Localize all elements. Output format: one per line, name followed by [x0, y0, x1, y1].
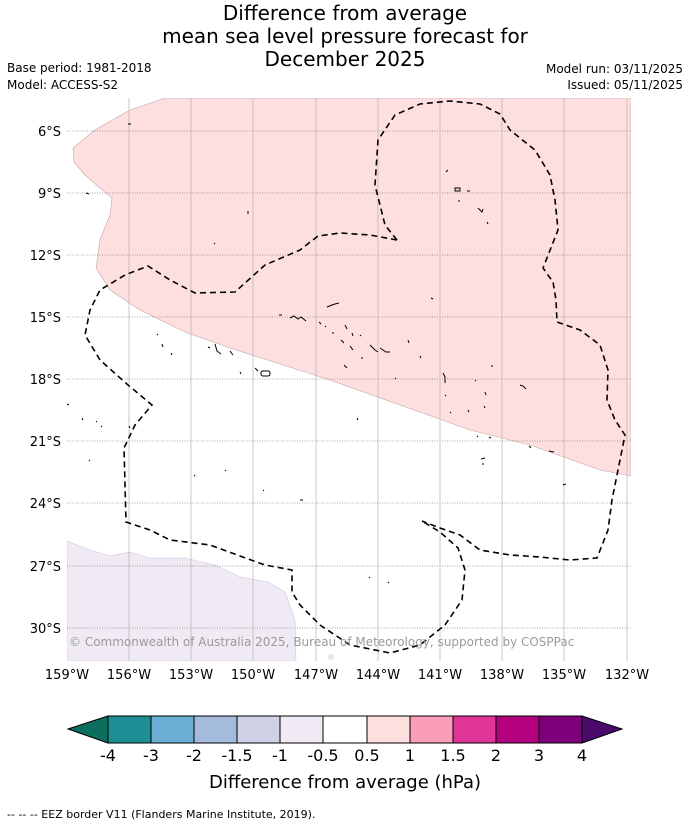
lon-label-147w: 147°W: [294, 668, 338, 683]
cb-tick-1: 1: [405, 746, 415, 765]
title-line-3: December 2025: [264, 47, 426, 71]
cb-tick-m1: -1: [272, 746, 288, 765]
lon-label-153w: 153°W: [169, 668, 213, 683]
positive-anomaly-region: [72, 98, 631, 477]
colorbar-segment-7: [366, 715, 411, 744]
eez-border-north: [374, 100, 626, 561]
colorbar-segment-6: [322, 715, 368, 744]
lat-label-6s: 6°S: [38, 125, 61, 140]
colorbar-segment-above-max: [581, 715, 624, 744]
cb-tick-3: 3: [534, 746, 544, 765]
longitude-gridlines: [128, 98, 628, 661]
islands: [67, 123, 567, 584]
cb-tick-0-5: 0.5: [354, 746, 379, 765]
negative-anomaly-region: [67, 540, 297, 661]
colorbar-segment-5: [279, 715, 324, 744]
colorbar-segment-4: [236, 715, 281, 744]
copyright-text: © Commonwealth of Australia 2025, Bureau…: [69, 635, 574, 649]
cb-tick-m2: -2: [186, 746, 202, 765]
colorbar-segment-10: [495, 715, 540, 744]
colorbar-title: Difference from average (hPa): [209, 772, 481, 793]
colorbar-segment-9: [452, 715, 497, 744]
lat-label-24s: 24°S: [30, 497, 61, 512]
lat-label-27s: 27°S: [30, 560, 61, 575]
colorbar-segment-below-min: [66, 715, 109, 744]
cb-tick-m4: -4: [100, 746, 116, 765]
lat-label-21s: 21°S: [30, 435, 61, 450]
colorbar-segment-8: [409, 715, 454, 744]
lon-label-132w: 132°W: [605, 668, 649, 683]
lat-label-18s: 18°S: [30, 373, 61, 388]
lon-label-156w: 156°W: [107, 668, 151, 683]
latitude-gridlines: [67, 130, 631, 629]
cb-tick-m1-5: -1.5: [221, 746, 252, 765]
colorbar-segment-11: [538, 715, 583, 744]
model-run: Model run: 03/11/2025: [545, 62, 683, 76]
lon-label-159w: 159°W: [45, 668, 89, 683]
cb-tick-1-5: 1.5: [440, 746, 465, 765]
lat-label-9s: 9°S: [38, 187, 61, 202]
colorbar: [66, 715, 624, 744]
eez-border-south: [84, 232, 466, 654]
lon-label-138w: 138°W: [480, 668, 524, 683]
base-period: Base period: 1981-2018: [7, 61, 152, 75]
latitude-labels: 6°S 9°S 12°S 15°S 18°S 21°S 24°S 27°S 30…: [30, 125, 61, 637]
cb-tick-m3: -3: [143, 746, 159, 765]
lat-label-15s: 15°S: [30, 311, 61, 326]
colorbar-tick-labels: -4 -3 -2 -1.5 -1 -0.5 0.5 1 1.5 2 3 4: [100, 746, 587, 765]
cb-tick-2: 2: [491, 746, 501, 765]
lon-label-150w: 150°W: [231, 668, 275, 683]
colorbar-segment-3: [193, 715, 238, 744]
island-southern: [328, 654, 334, 660]
title-line-2: mean sea level pressure forecast for: [162, 24, 528, 48]
colorbar-segment-1: [107, 715, 152, 744]
lon-label-144w: 144°W: [356, 668, 400, 683]
cb-tick-m0-5: -0.5: [307, 746, 338, 765]
eez-legend-footer: -- -- -- EEZ border V11 (Flanders Marine…: [7, 808, 316, 821]
lat-label-12s: 12°S: [30, 249, 61, 264]
title-line-1: Difference from average: [222, 1, 468, 25]
lon-label-135w: 135°W: [542, 668, 586, 683]
issued-date: Issued: 05/11/2025: [567, 78, 683, 92]
lat-label-30s: 30°S: [30, 622, 61, 637]
colorbar-segment-2: [150, 715, 195, 744]
model-name: Model: ACCESS-S2: [7, 78, 119, 92]
cb-tick-4: 4: [577, 746, 587, 765]
longitude-labels: 159°W 156°W 153°W 150°W 147°W 144°W 141°…: [45, 668, 649, 683]
lon-label-141w: 141°W: [418, 668, 462, 683]
